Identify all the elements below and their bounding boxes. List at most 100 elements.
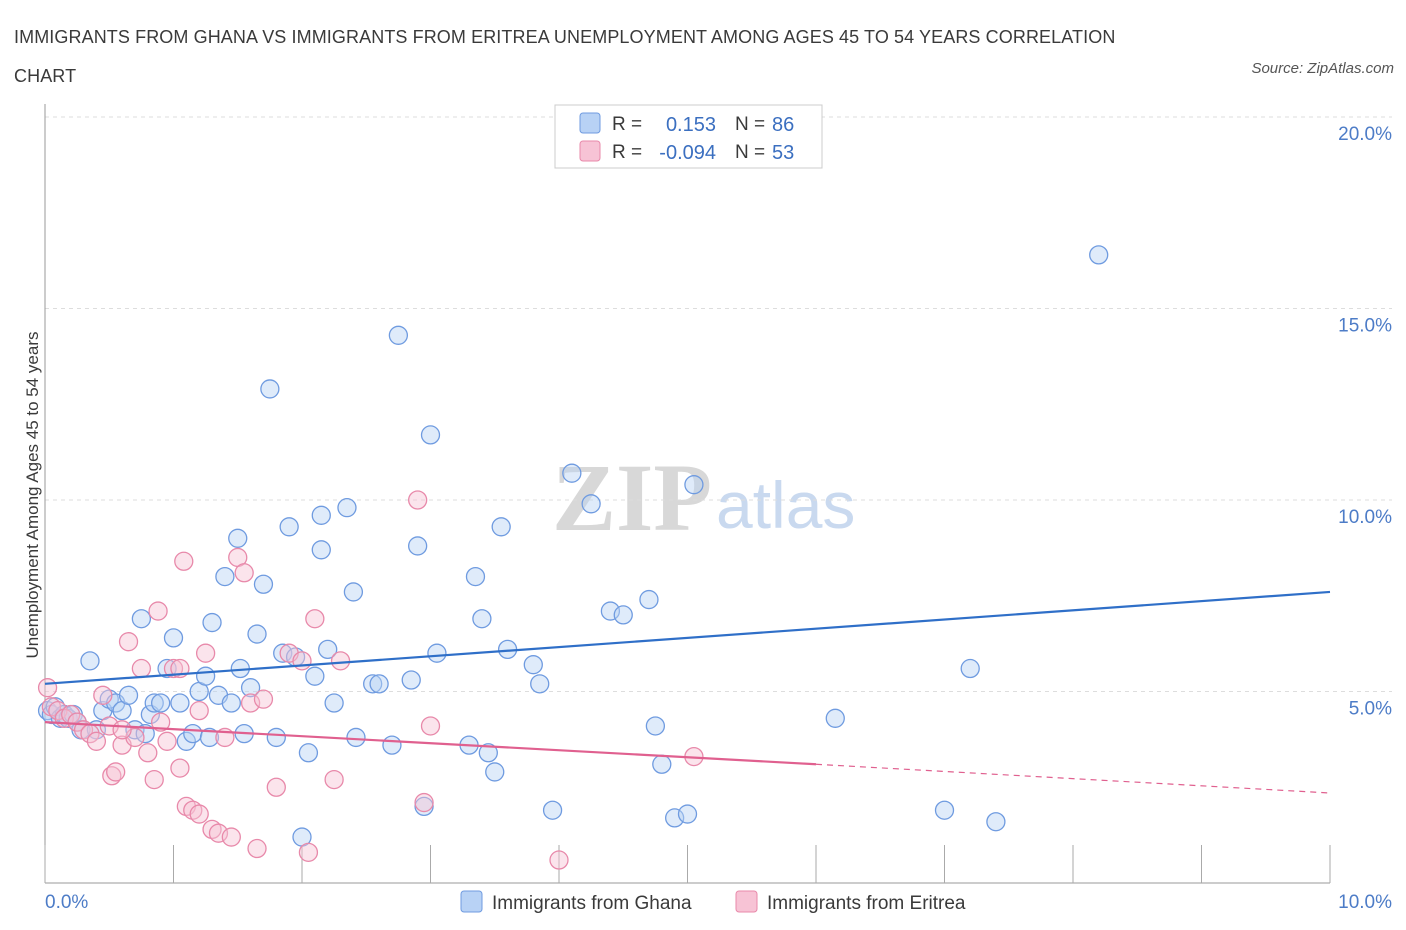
legend-r-label-ghana: R =	[612, 114, 642, 135]
eritrea-point-27	[189, 804, 209, 824]
ghana-point-41	[266, 727, 286, 748]
eritrea-point-36	[247, 838, 267, 859]
eritrea-point-41	[298, 842, 319, 863]
ghana-point-21	[150, 693, 171, 713]
ghana-point-88	[1089, 245, 1109, 265]
eritrea-point-32	[221, 827, 241, 847]
ghana-point-52	[337, 498, 357, 518]
ghana-point-75	[581, 494, 601, 514]
ghana-point-80	[652, 754, 672, 774]
ghana-point-83	[684, 475, 704, 495]
ghana-point-43	[279, 517, 299, 537]
watermark: ZIP atlas	[552, 444, 855, 551]
eritrea-point-5	[67, 712, 87, 732]
ghana-point-62	[420, 425, 441, 445]
ghana-point-72	[530, 674, 550, 694]
ghana-point-67	[478, 743, 498, 763]
eritrea-point-12	[106, 762, 126, 782]
ghana-point-25	[176, 731, 197, 751]
ghana-point-54	[346, 727, 366, 748]
eritrea-point-16	[131, 658, 152, 679]
ghana-point-73	[542, 800, 563, 820]
legend-n-label-ghana: N =	[735, 114, 765, 135]
eritrea-point-17	[138, 743, 158, 763]
ghana-point-18	[135, 723, 155, 744]
ghana-point-51	[324, 693, 344, 713]
eritrea-point-0	[37, 678, 58, 698]
eritrea-point-46	[414, 792, 434, 813]
bottom-legend-swatch-eritrea	[735, 890, 758, 913]
ghana-point-32	[215, 566, 235, 587]
ghana-point-86	[960, 658, 980, 679]
bottom-legend-ghana: Immigrants from Ghana	[492, 893, 692, 914]
eritrea-point-51	[189, 701, 209, 721]
trend-line-eritrea-extension	[815, 763, 1331, 794]
ghana-point-87	[986, 812, 1006, 832]
eritrea-point-19	[148, 601, 168, 621]
eritrea-point-43	[324, 769, 344, 790]
ghana-point-85	[934, 800, 955, 820]
y-axis-label: Unemployment Among Ages 45 to 54 years	[23, 332, 42, 659]
ghana-point-37	[240, 678, 261, 698]
x-tick-label-0: 0.0%	[45, 892, 88, 913]
eritrea-point-38	[266, 777, 286, 797]
ghana-point-77	[613, 605, 633, 625]
ghana-point-78	[639, 589, 659, 610]
ghana-point-46	[298, 743, 319, 763]
ghana-point-15	[118, 685, 139, 705]
ghana-point-53	[343, 582, 364, 602]
eritrea-point-52	[112, 720, 132, 740]
chart-title: IMMIGRANTS FROM GHANA VS IMMIGRANTS FROM…	[14, 27, 1116, 86]
eritrea-point-8	[86, 731, 107, 751]
ghana-point-40	[260, 379, 280, 399]
eritrea-point-20	[150, 712, 171, 732]
eritrea-point-21	[157, 731, 177, 751]
eritrea-point-9	[93, 685, 113, 705]
ghana-point-58	[388, 325, 409, 345]
watermark-atlas: atlas	[716, 468, 855, 542]
x-tick-label-1: 10.0%	[1338, 892, 1392, 913]
ghana-point-71	[523, 655, 543, 675]
legend-swatch-ghana	[579, 112, 601, 134]
ghana-point-63	[427, 643, 447, 663]
eritrea-point-18	[144, 769, 164, 790]
eritrea-point-34	[234, 563, 254, 583]
eritrea-point-23	[170, 758, 190, 778]
chart-source: Source: ZipAtlas.com	[1251, 60, 1394, 77]
ghana-point-9	[80, 651, 100, 671]
trend-line-ghana	[44, 590, 1331, 685]
ghana-point-47	[305, 666, 325, 686]
legend-r-ghana: 0.153	[666, 114, 716, 136]
ghana-point-20	[144, 693, 164, 713]
y-tick-label-1: 10.0%	[1338, 507, 1392, 528]
eritrea-point-48	[549, 850, 569, 870]
legend-bottom: Immigrants from Ghana Immigrants from Er…	[460, 890, 966, 914]
ghana-point-28	[195, 666, 216, 686]
ghana-point-66	[472, 609, 492, 629]
eritrea-point-42	[305, 609, 325, 629]
ghana-point-48	[311, 540, 331, 560]
ghana-point-59	[401, 670, 421, 690]
ghana-point-69	[491, 517, 511, 537]
trend-lines	[44, 590, 1331, 794]
eritrea-point-45	[407, 490, 428, 510]
y-tick-label-3: 20.0%	[1338, 124, 1392, 145]
ghana-point-68	[485, 762, 505, 782]
ghana-point-79	[645, 716, 666, 736]
ghana-point-82	[677, 804, 698, 824]
y-ticks: 5.0% 10.0% 15.0% 20.0%	[1338, 124, 1392, 720]
legend-swatch-eritrea	[579, 140, 601, 162]
bottom-legend-eritrea: Immigrants from Eritrea	[767, 893, 966, 914]
legend-n-eritrea: 53	[772, 142, 794, 164]
eritrea-point-40	[292, 651, 312, 671]
ghana-point-39	[253, 574, 274, 594]
ghana-point-56	[369, 674, 389, 694]
ghana-point-84	[825, 708, 845, 728]
trend-line-eritrea	[44, 721, 817, 766]
watermark-zip: ZIP	[552, 444, 712, 551]
gridlines	[45, 116, 1392, 692]
legend-n-label-eritrea: N =	[735, 142, 765, 163]
eritrea-point-24	[174, 551, 194, 571]
ghana-point-26	[183, 723, 203, 744]
